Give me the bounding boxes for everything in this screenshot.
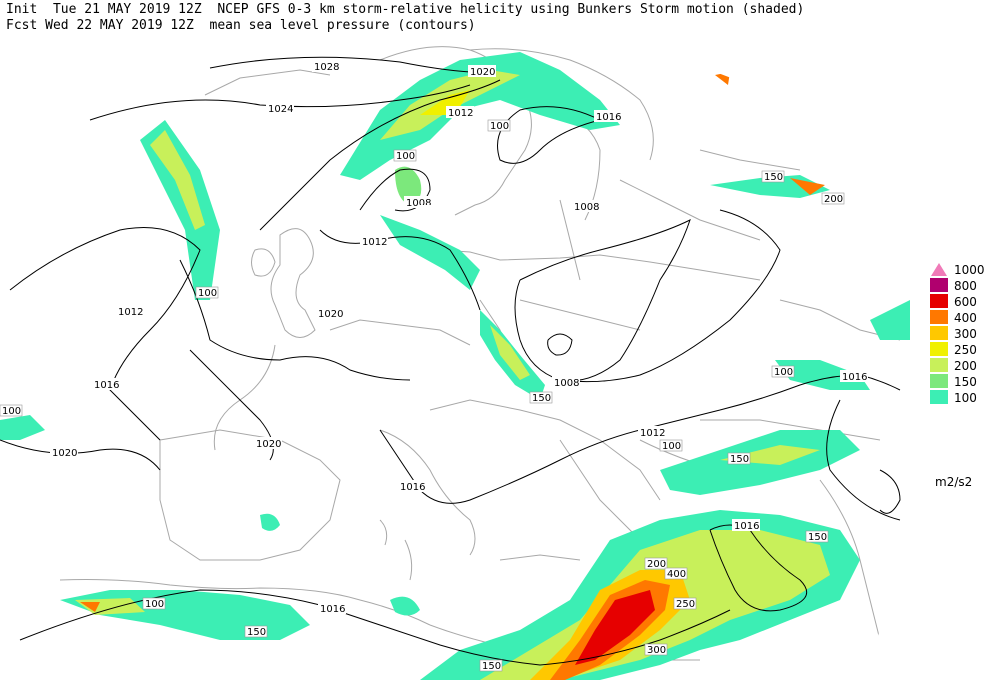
legend-swatch (930, 358, 948, 372)
legend-entry: 1000 (928, 260, 988, 277)
isobar-label: 1028 (312, 60, 340, 73)
svg-text:1008: 1008 (406, 198, 431, 209)
legend-swatch (930, 374, 948, 388)
legend-entry: 400 (928, 308, 988, 325)
header-fcst-line: Fcst Wed 22 MAY 2019 12Z mean sea level … (6, 18, 476, 33)
isobar-label: 1016 (92, 378, 120, 391)
legend-swatch (930, 310, 948, 324)
svg-text:1012: 1012 (640, 428, 665, 439)
legend-entry: 200 (928, 356, 988, 373)
legend-swatch (930, 342, 948, 356)
svg-text:1008: 1008 (554, 378, 579, 389)
isobar-label: 1012 (446, 106, 474, 119)
svg-text:1016: 1016 (734, 521, 759, 532)
svg-text:1012: 1012 (362, 237, 387, 248)
isobar-label: 1016 (318, 602, 346, 615)
svg-text:150: 150 (482, 661, 501, 672)
isobar-label: 1020 (50, 446, 78, 459)
helicity-label: 150 (805, 530, 829, 543)
svg-text:1012: 1012 (118, 307, 143, 318)
helicity-label: 100 (0, 404, 23, 417)
isobar-label: 1012 (360, 235, 388, 248)
helicity-label: 200 (821, 192, 845, 205)
helicity-label: 300 (644, 643, 668, 656)
isobar-label: 1020 (316, 307, 344, 320)
svg-text:150: 150 (808, 532, 827, 543)
legend-swatch (930, 326, 948, 340)
helicity-label: 100 (659, 439, 683, 452)
isobar-label: 1016 (732, 519, 760, 532)
isobar-label: 1020 (254, 437, 282, 450)
legend-swatch (930, 294, 948, 308)
svg-text:150: 150 (764, 172, 783, 183)
svg-text:200: 200 (824, 194, 843, 205)
helicity-label: 100 (142, 597, 166, 610)
legend-units: m2/s2 (935, 475, 973, 489)
helicity-labels: 100 150 200 250 300 400 100 150 100 150 … (0, 119, 845, 672)
legend-swatch-triangle (931, 263, 947, 276)
helicity-label: 100 (393, 149, 417, 162)
legend-entry: 150 (928, 372, 988, 389)
isobar-labels: 1028 1024 1020 1016 1012 1008 1020 1016 … (50, 60, 868, 615)
helicity-label: 150 (529, 391, 553, 404)
svg-text:150: 150 (532, 393, 551, 404)
legend-entry: 600 (928, 292, 988, 309)
isobar-label: 1016 (594, 110, 622, 123)
svg-text:150: 150 (730, 454, 749, 465)
svg-text:1020: 1020 (470, 67, 495, 78)
svg-text:400: 400 (667, 569, 686, 580)
svg-text:1016: 1016 (596, 112, 621, 123)
svg-text:250: 250 (676, 599, 695, 610)
helicity-label: 150 (727, 452, 751, 465)
helicity-label: 200 (644, 557, 668, 570)
svg-text:1016: 1016 (842, 372, 867, 383)
svg-text:100: 100 (490, 121, 509, 132)
map-header: Init Tue 21 MAY 2019 12Z NCEP GFS 0-3 km… (6, 2, 804, 34)
legend-swatch (930, 278, 948, 292)
legend-entry: 300 (928, 324, 988, 341)
isobar-label: 1024 (266, 102, 294, 115)
helicity-label: 150 (244, 625, 268, 638)
isobar-label: 1012 (638, 426, 666, 439)
isobar-label: 1008 (572, 200, 600, 213)
svg-text:1024: 1024 (268, 104, 293, 115)
svg-text:1020: 1020 (318, 309, 343, 320)
svg-text:1012: 1012 (448, 108, 473, 119)
legend-entry: 100 (928, 388, 988, 405)
header-init-line: Init Tue 21 MAY 2019 12Z NCEP GFS 0-3 km… (6, 2, 805, 17)
svg-text:100: 100 (774, 367, 793, 378)
svg-text:100: 100 (396, 151, 415, 162)
svg-text:1028: 1028 (314, 62, 339, 73)
svg-text:1016: 1016 (320, 604, 345, 615)
svg-text:100: 100 (198, 288, 217, 299)
isobar-label: 1012 (116, 305, 144, 318)
helicity-label: 400 (664, 567, 688, 580)
svg-text:200: 200 (647, 559, 666, 570)
legend-swatch (930, 390, 948, 404)
helicity-label: 100 (771, 365, 795, 378)
isobar-label: 1008 (420, 205, 448, 217)
helicity-label: 150 (479, 659, 503, 672)
svg-text:300: 300 (647, 645, 666, 656)
legend-entry: 250 (928, 340, 988, 357)
svg-text:1016: 1016 (400, 482, 425, 493)
svg-text:1020: 1020 (256, 439, 281, 450)
isobar-label: 1016 (398, 480, 426, 493)
svg-text:1008: 1008 (574, 202, 599, 213)
legend-entry: 800 (928, 276, 988, 293)
isobar-label: 1020 (468, 65, 496, 78)
svg-text:100: 100 (2, 406, 21, 417)
svg-text:100: 100 (662, 441, 681, 452)
helicity-label: 250 (673, 597, 697, 610)
svg-text:1016: 1016 (94, 380, 119, 391)
isobar-label: 1016 (840, 370, 868, 383)
svg-text:150: 150 (247, 627, 266, 638)
helicity-label: 100 (195, 286, 219, 299)
svg-text:1020: 1020 (52, 448, 77, 459)
helicity-label: 150 (761, 170, 785, 183)
svg-text:100: 100 (145, 599, 164, 610)
isobar-label: 1008 (552, 376, 580, 389)
helicity-label: 100 (487, 119, 511, 132)
